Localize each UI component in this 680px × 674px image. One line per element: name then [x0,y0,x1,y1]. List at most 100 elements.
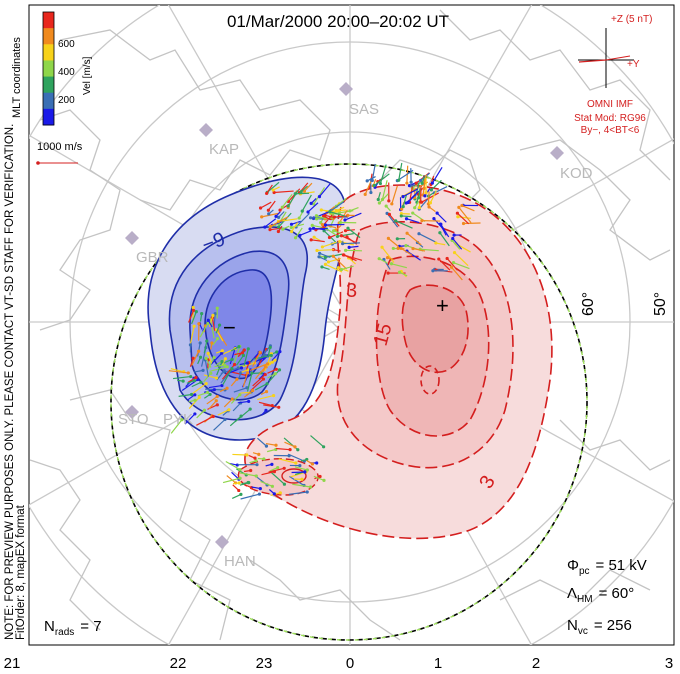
min-potential-marker: − [223,315,236,340]
velocity-vector [236,355,244,366]
velocity-vector [191,381,202,388]
vector-origin [308,227,312,231]
vector-origin [405,231,409,235]
velocity-vector [243,348,249,366]
vector-origin [451,261,456,265]
map-title: 01/Mar/2000 20:00–20:02 UT [227,12,449,31]
vector-origin [269,224,273,228]
vector-origin [347,245,351,249]
vector-origin [267,212,271,216]
vector-origin [409,180,413,184]
velocity-vector [232,402,242,412]
vector-origin [394,219,398,223]
vector-origin [245,361,249,365]
vector-origin [385,256,390,260]
radar-count: Nrads = 7 [44,618,102,638]
vector-origin [208,392,212,397]
vector-origin [399,214,403,218]
vector-origin [246,347,250,351]
velocity-vector [400,247,413,256]
velocity-vector [457,216,471,219]
vector-origin [461,221,466,226]
velocity-vector [244,390,254,398]
vector-origin [254,474,258,478]
vector-origin [199,380,203,384]
velocity-vector [250,378,264,391]
vector-origin [277,368,282,372]
velocity-vector [397,169,414,182]
velocity-vector [249,363,268,371]
vector-origin [376,197,380,202]
vector-origin [197,349,201,353]
velocity-vector [401,215,412,218]
vector-origin [222,363,227,367]
vector-origin [315,461,319,465]
vector-origin [186,371,190,375]
velocity-vector [292,483,311,488]
fit-order-label: FitOrder: 8, mapEX format [15,504,27,640]
velocity-vector [406,232,422,246]
vector-origin [298,233,302,237]
station-label-kap: KAP [209,141,239,158]
vector-origin [372,183,376,188]
vector-origin [391,246,395,251]
velocity-vector [343,254,357,262]
station-marker-kod [550,146,564,160]
vector-origin [205,390,210,395]
vector-origin [387,199,391,203]
lat-label-50: 50° [652,292,669,316]
vector-origin [308,216,313,220]
vector-origin [302,189,306,193]
velocity-vector [229,415,242,427]
vector-origin [258,206,263,210]
velocity-vector [264,218,277,228]
vector-origin [420,181,424,185]
vector-origin [276,465,280,470]
velocity-vector [197,391,208,397]
vector-origin [215,394,219,399]
velocity-vector [189,326,195,346]
velocity-vector [225,460,241,471]
vector-origin [322,478,326,482]
imf-source-label: OMNI IMF [587,99,633,110]
hmb-latitude: ΛHM = 60° [567,585,634,605]
vector-origin [400,207,404,211]
vector-origin [215,306,219,310]
vector-origin [306,210,310,214]
imf-vector [578,59,607,63]
vector-origin [423,194,427,198]
velocity-vector [453,262,470,270]
station-marker-gbr [125,231,139,245]
vector-origin [422,186,426,190]
velocity-vector [255,366,266,380]
vector-origin [213,312,217,316]
velocity-vector [190,383,207,396]
velocity-vector [287,189,299,207]
velocity-vector [420,172,431,181]
velocity-vector [371,163,376,181]
vector-origin [427,205,431,209]
vector-count: Nvc = 256 [567,617,632,637]
vector-origin [384,204,388,208]
vector-origin [310,462,315,466]
hmb-boundary-highlight [110,163,588,641]
station-marker-sas [339,82,353,96]
vector-origin [294,461,298,465]
colorbar-segment [43,108,54,126]
velocity-vector [170,419,183,434]
velocity-vector [222,477,241,484]
vector-origin [340,242,345,246]
vector-origin [273,358,277,362]
vector-origin [315,248,319,253]
vector-origin [192,324,196,328]
velocity-vector [266,184,273,194]
vector-origin [312,202,316,206]
vector-origin [339,234,344,238]
vector-origin [272,470,277,474]
velocity-vector [210,352,223,365]
vector-origin [314,214,319,218]
velocity-vector [402,188,418,198]
vector-origin [287,454,291,458]
velocity-vector [439,223,447,236]
